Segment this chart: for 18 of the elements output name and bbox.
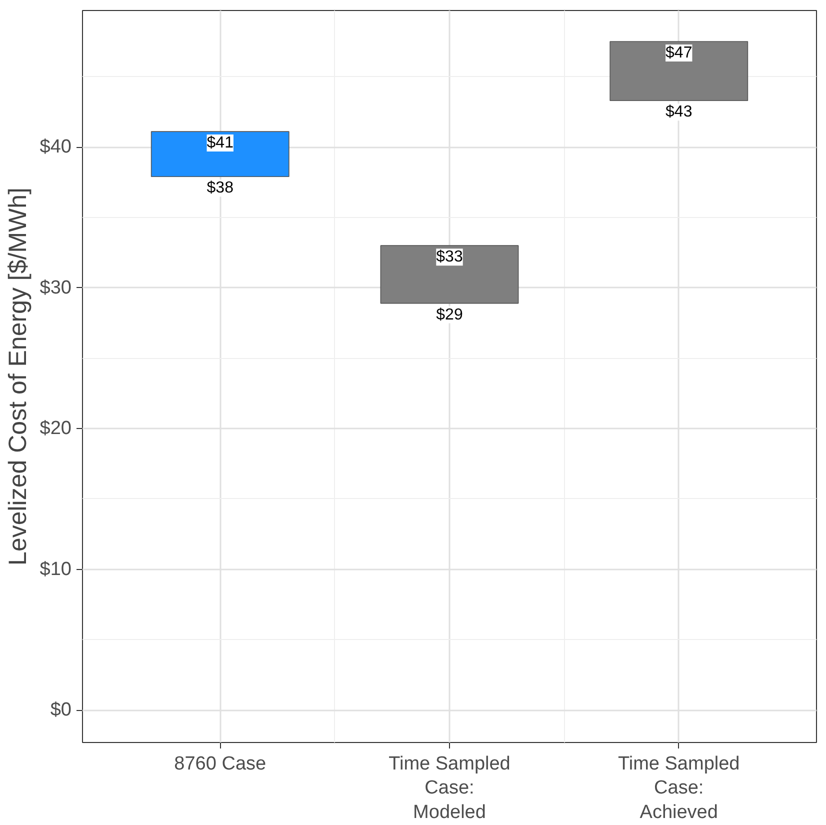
annotation: $43 bbox=[666, 104, 692, 121]
y-tick-label: $30 bbox=[40, 277, 72, 298]
y-axis-title: Levelized Cost of Energy [$/MWh] bbox=[4, 188, 32, 566]
annotation: $29 bbox=[436, 306, 463, 324]
y-tick-label: $0 bbox=[50, 700, 72, 721]
x-tick-label: 8760 Case bbox=[174, 754, 266, 774]
y-tick-label: $10 bbox=[40, 558, 72, 580]
x-tick-label: Time Sampled Case: Modeled bbox=[388, 754, 510, 823]
bar bbox=[380, 245, 519, 304]
annotation: $38 bbox=[206, 180, 234, 197]
y-tick-label: $20 bbox=[40, 418, 72, 440]
y-tick-label: $40 bbox=[40, 136, 72, 158]
annotation: $41 bbox=[206, 134, 234, 152]
bar bbox=[150, 131, 290, 178]
x-tick-label: Time Sampled Case: Achieved bbox=[618, 754, 740, 823]
annotation: $33 bbox=[436, 248, 463, 266]
bar bbox=[610, 41, 748, 101]
annotation: $47 bbox=[666, 44, 692, 62]
